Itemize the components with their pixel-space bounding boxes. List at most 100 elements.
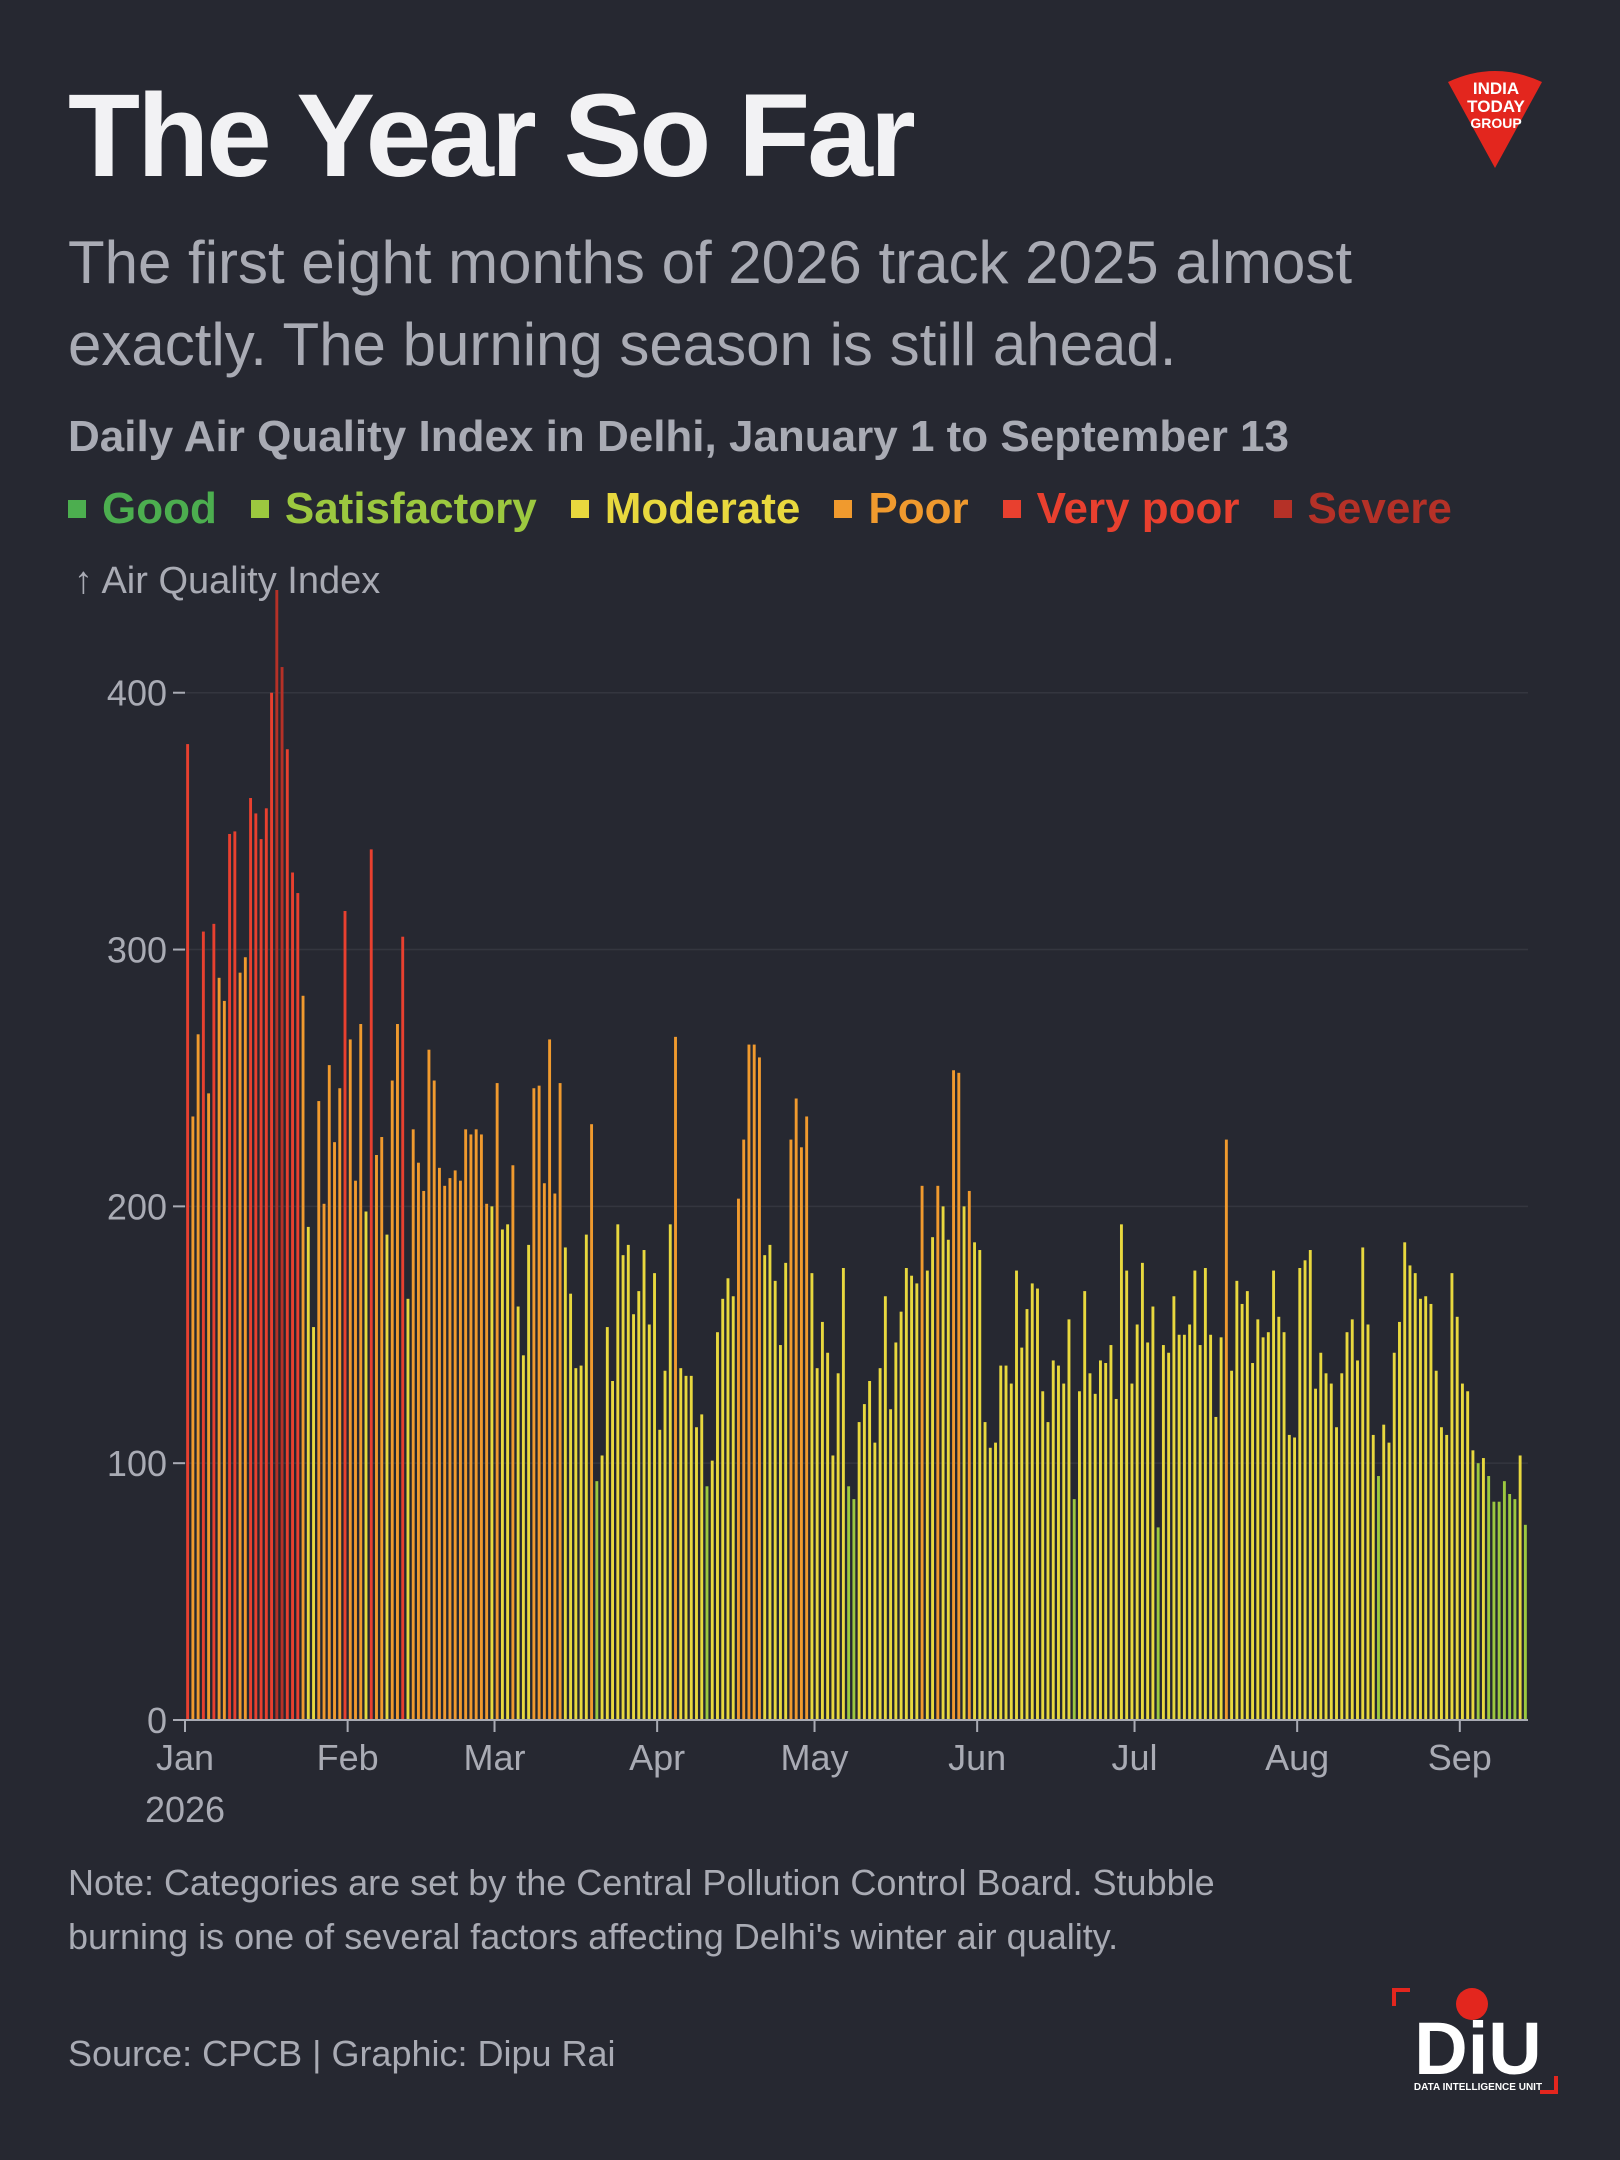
aqi-bar bbox=[931, 1237, 935, 1720]
aqi-bar bbox=[396, 1024, 399, 1720]
aqi-bar bbox=[406, 1298, 410, 1720]
aqi-bar bbox=[212, 923, 216, 1720]
aqi-bar bbox=[710, 1460, 714, 1720]
x-tick-label: Feb bbox=[317, 1737, 379, 1778]
aqi-bar bbox=[1277, 1316, 1281, 1720]
aqi-bar bbox=[773, 1280, 777, 1720]
aqi-bar bbox=[485, 1203, 489, 1720]
aqi-bar bbox=[1298, 1268, 1302, 1720]
aqi-bar bbox=[1230, 1370, 1234, 1720]
aqi-bar bbox=[789, 1139, 793, 1720]
aqi-bar bbox=[217, 977, 221, 1720]
aqi-bar bbox=[988, 1447, 992, 1720]
aqi-bar bbox=[1387, 1442, 1391, 1720]
legend-swatch-poor bbox=[834, 500, 853, 518]
aqi-bar bbox=[1440, 1427, 1443, 1720]
x-tick-label: Jun bbox=[948, 1737, 1006, 1778]
aqi-bar bbox=[327, 1065, 331, 1720]
page-title: The Year So Far bbox=[68, 70, 916, 202]
aqi-bar bbox=[1051, 1360, 1055, 1720]
aqi-bar bbox=[742, 1139, 746, 1720]
aqi-bar bbox=[679, 1368, 683, 1720]
aqi-bar bbox=[805, 1116, 809, 1720]
aqi-bar bbox=[259, 839, 263, 1720]
aqi-bar bbox=[354, 1180, 357, 1720]
aqi-bar bbox=[841, 1268, 845, 1720]
aqi-bar bbox=[826, 1352, 830, 1720]
legend-swatch-satisfactory bbox=[250, 500, 269, 518]
aqi-bar bbox=[605, 1327, 609, 1720]
legend-label-moderate: Moderate bbox=[604, 484, 801, 533]
x-tick-label: Jan bbox=[156, 1737, 214, 1778]
aqi-bar bbox=[1487, 1476, 1491, 1720]
aqi-bar bbox=[558, 1083, 562, 1720]
aqi-bar bbox=[1466, 1391, 1470, 1720]
aqi-bar bbox=[270, 692, 274, 1720]
aqi-bar bbox=[375, 1155, 378, 1720]
aqi-bar bbox=[516, 1306, 520, 1720]
aqi-bar bbox=[684, 1375, 688, 1720]
aqi-bar bbox=[369, 849, 373, 1720]
aqi-bar bbox=[1156, 1527, 1160, 1720]
aqi-bar bbox=[1371, 1434, 1375, 1720]
aqi-bar bbox=[1099, 1360, 1102, 1720]
aqi-bar bbox=[910, 1275, 914, 1720]
aqi-bar bbox=[862, 1404, 866, 1720]
aqi-bar bbox=[254, 813, 258, 1720]
aqi-bar bbox=[1020, 1347, 1024, 1720]
aqi-bar bbox=[1104, 1363, 1108, 1720]
aqi-bar bbox=[380, 1137, 384, 1720]
y-tick-label: 0 bbox=[147, 1700, 167, 1741]
aqi-bar bbox=[1303, 1260, 1307, 1720]
aqi-bar bbox=[941, 1206, 945, 1720]
aqi-bar bbox=[243, 957, 247, 1720]
aqi-bar bbox=[207, 1093, 211, 1720]
aqi-bar bbox=[653, 1273, 656, 1720]
legend-swatch-very-poor bbox=[1002, 500, 1021, 518]
aqi-bar bbox=[196, 1034, 200, 1720]
aqi-bar bbox=[1419, 1298, 1422, 1720]
aqi-bar bbox=[1130, 1383, 1134, 1720]
aqi-bar bbox=[763, 1255, 767, 1720]
aqi-bar bbox=[306, 1226, 310, 1720]
aqi-bar bbox=[1492, 1501, 1496, 1720]
aqi-bar bbox=[432, 1080, 436, 1720]
aqi-bar bbox=[1235, 1280, 1239, 1720]
aqi-bar bbox=[453, 1170, 457, 1720]
legend-label-poor: Poor bbox=[868, 484, 969, 533]
aqi-bar bbox=[1293, 1437, 1296, 1720]
aqi-bar bbox=[1266, 1332, 1270, 1720]
aqi-bar bbox=[946, 1239, 950, 1720]
aqi-bar bbox=[427, 1049, 431, 1720]
aqi-bar bbox=[831, 1455, 835, 1720]
aqi-bar bbox=[1287, 1434, 1291, 1720]
aqi-bar bbox=[962, 1206, 966, 1720]
aqi-bar bbox=[1140, 1262, 1144, 1720]
aqi-bar bbox=[249, 798, 253, 1720]
aqi-bar bbox=[852, 1499, 856, 1720]
aqi-bar bbox=[1004, 1365, 1008, 1720]
aqi-bar bbox=[1083, 1291, 1087, 1720]
aqi-bar bbox=[359, 1024, 363, 1720]
aqi-bar bbox=[752, 1044, 756, 1720]
aqi-bar bbox=[810, 1273, 814, 1720]
aqi-bar bbox=[443, 1185, 447, 1720]
aqi-bar bbox=[726, 1278, 730, 1720]
legend-item-poor: Poor bbox=[834, 484, 969, 534]
aqi-bar bbox=[563, 1247, 567, 1720]
aqi-bar bbox=[532, 1088, 536, 1720]
aqi-bar bbox=[1177, 1334, 1181, 1720]
x-tick-label: Aug bbox=[1265, 1737, 1329, 1778]
aqi-bar bbox=[343, 911, 347, 1720]
aqi-bar-chart: 0 100 200 300 400 Jan 2026 Feb Mar Apr May Jun Jul Au… bbox=[107, 590, 1528, 1830]
aqi-bar bbox=[1324, 1373, 1328, 1720]
aqi-bar bbox=[758, 1057, 761, 1720]
aqi-bar bbox=[915, 1283, 919, 1720]
chart-note: Note: Categories are set by the Central … bbox=[68, 1862, 1215, 1957]
aqi-bar bbox=[1093, 1393, 1097, 1720]
aqi-bar bbox=[521, 1355, 525, 1720]
aqi-bar bbox=[537, 1085, 541, 1720]
aqi-bar bbox=[611, 1381, 614, 1720]
aqi-bar bbox=[1272, 1270, 1276, 1720]
aqi-bar bbox=[228, 833, 232, 1720]
